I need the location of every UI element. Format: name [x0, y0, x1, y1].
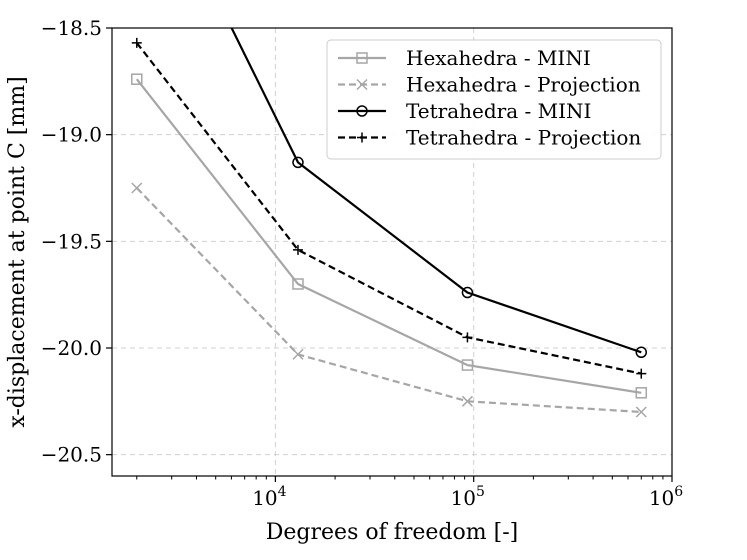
x-tick-base: 10 [252, 486, 277, 510]
marker-square [292, 278, 304, 290]
y-tick-label: −19.0 [41, 123, 102, 147]
x-tick-label: 104 [252, 484, 286, 510]
legend-label: Tetrahedra - Projection [406, 126, 641, 150]
y-tick-label: −20.5 [41, 443, 102, 467]
x-tick-base: 10 [649, 486, 674, 510]
x-tick-exponent: 6 [674, 484, 683, 500]
marker-circle [635, 346, 648, 359]
marker-x [131, 182, 143, 194]
x-tick-label: 105 [451, 484, 485, 510]
marker-plus [292, 244, 303, 255]
marker-plus [131, 37, 142, 48]
series-line [135, 78, 642, 394]
x-tick-exponent: 4 [278, 484, 287, 500]
legend-label: Hexahedra - Projection [406, 73, 641, 97]
y-axis-title: x-displacement at point C [mm] [5, 76, 30, 427]
legend-label: Hexahedra - MINI [406, 46, 591, 70]
marker-plus [636, 368, 647, 379]
plot-frame [111, 27, 673, 477]
series-group [131, 28, 648, 418]
y-tick-label: −18.5 [41, 16, 102, 40]
x-axis-title: Degrees of freedom [-] [266, 520, 518, 545]
marker-square [356, 52, 368, 64]
marker-x [635, 406, 647, 418]
series-line [230, 28, 642, 354]
marker-x [461, 395, 473, 407]
marker-square [635, 387, 648, 399]
marker-x [292, 348, 304, 360]
marker-circle [292, 156, 304, 169]
y-tick-label: −20.0 [41, 336, 102, 360]
legend-label: Tetrahedra - MINI [406, 99, 591, 123]
marker-plus [462, 332, 473, 343]
marker-circle [461, 286, 474, 299]
marker-x [356, 78, 368, 91]
marker-circle [356, 105, 368, 117]
x-tick-exponent: 5 [476, 484, 485, 500]
series-line [136, 187, 642, 414]
x-tick-base: 10 [451, 486, 476, 510]
series-line [135, 42, 642, 375]
marker-square [131, 73, 143, 85]
legend-box [326, 39, 662, 160]
marker-plus [357, 132, 367, 143]
x-tick-label: 106 [649, 484, 683, 510]
marker-square [461, 359, 474, 371]
y-tick-label: −19.5 [41, 229, 102, 253]
